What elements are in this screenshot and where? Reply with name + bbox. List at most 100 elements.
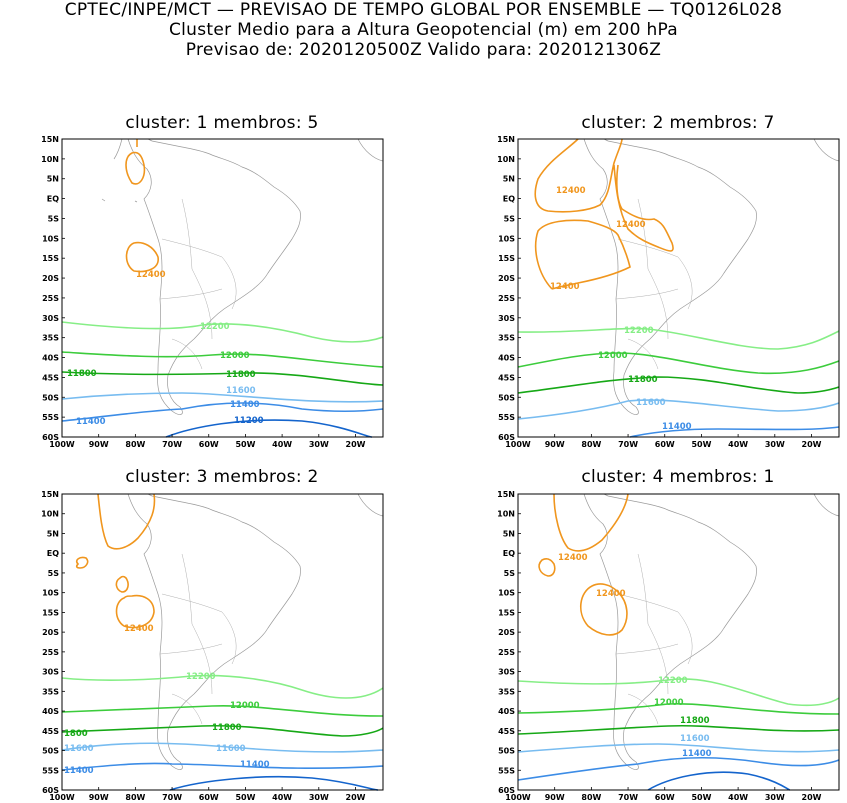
lat-tick-label: 5N: [47, 529, 59, 538]
lat-tick-label: 15N: [41, 135, 59, 144]
lat-tick-label: 5N: [47, 175, 59, 184]
country-borders: [159, 198, 237, 370]
map-panel-1: 12400 12200 12000 11800 11800 11600 1140…: [41, 135, 384, 449]
header-title: CPTEC/INPE/MCT — PREVISAO DE TEMPO GLOBA…: [64, 0, 783, 20]
map-panel-4: 12400 12400 12200 12000 11800 11600 1140…: [497, 490, 840, 802]
lon-tick-label: 50W: [235, 440, 255, 449]
contour-label: 11800: [680, 716, 710, 726]
lon-tick-label: 30W: [309, 793, 329, 802]
lat-tick-label: 25S: [498, 648, 515, 657]
lat-tick-label: 55S: [42, 766, 59, 775]
continent-outline: [127, 493, 384, 770]
continent-outline: [101, 138, 384, 415]
lon-tick-label: 90W: [89, 440, 109, 449]
lat-tick-label: 20S: [42, 274, 59, 283]
contour-labels: 12400 12400 12200 12000 11800 11600 1140…: [558, 553, 712, 759]
lon-tick-label: 40W: [728, 440, 748, 449]
panel-3-title: cluster: 3 membros: 2: [125, 467, 319, 487]
lat-tick-label: 55S: [498, 413, 515, 422]
lat-tick-label: 45S: [42, 727, 59, 736]
lat-tick-label: 60S: [42, 786, 59, 795]
lat-tick-label: 5S: [48, 569, 60, 578]
lon-tick-label: 30W: [765, 440, 785, 449]
latitude-ticks: 15N 10N 5N EQ 5S 10S 15S 20S 25S 30S 35S 40S 45S 50S 5…: [497, 490, 521, 795]
contour-label: 12000: [230, 701, 260, 711]
contour-labels: 12400 12200 12000 11800 11800 11600 1140…: [67, 270, 264, 427]
lon-tick-label: 70W: [162, 793, 182, 802]
lon-tick-label: 40W: [728, 793, 748, 802]
lon-tick-label: 20W: [346, 793, 366, 802]
lon-tick-label: 90W: [545, 440, 565, 449]
contours: [517, 493, 840, 791]
lat-tick-label: 40S: [42, 354, 59, 363]
contour-label: 11600: [636, 398, 666, 408]
longitude-ticks: 100W 90W 80W 70W 60W 50W 40W 30W 20W: [505, 787, 822, 802]
map-panel-2: 12400 12400 12400 12200 12000 11800 1160…: [497, 135, 840, 449]
lat-tick-label: 55S: [498, 766, 515, 775]
latitude-ticks: 15N 10N 5N EQ 5S 10S 15S 20S 25S 30S 35S 40S 45S 50S 5…: [41, 490, 65, 795]
lat-tick-label: 35S: [498, 687, 515, 696]
lat-tick-label: EQ: [47, 195, 59, 204]
contour-label: 12400: [616, 220, 646, 230]
header-dates: Previsao de: 2020120500Z Valido para: 20…: [185, 40, 662, 60]
lat-tick-label: 40S: [498, 707, 515, 716]
lat-tick-label: 10N: [41, 155, 59, 164]
contour-label: 11600: [226, 386, 256, 396]
contour-label: 12000: [598, 351, 628, 361]
lat-tick-label: EQ: [503, 195, 515, 204]
lon-tick-label: 90W: [545, 793, 565, 802]
header-subtitle: Cluster Medio para a Altura Geopotencial…: [168, 20, 679, 40]
lat-tick-label: 10S: [42, 589, 59, 598]
contour-label: 12400: [136, 270, 166, 280]
contour-label: 11400: [76, 417, 106, 427]
contour-labels: 12400 12200 12000 1800 11800 11600 11600…: [64, 624, 270, 776]
country-borders: [615, 198, 693, 370]
lat-tick-label: 10S: [42, 234, 59, 243]
lon-tick-label: 30W: [765, 793, 785, 802]
lon-tick-label: 20W: [802, 793, 822, 802]
contour-label: 1800: [64, 729, 88, 739]
lat-tick-label: 5S: [504, 214, 516, 223]
lat-tick-label: 45S: [42, 373, 59, 382]
longitude-ticks: 100W 90W 80W 70W 60W 50W 40W 30W 20W: [49, 787, 366, 802]
country-borders: [159, 553, 237, 725]
contour-label: 11600: [216, 744, 246, 754]
contour-label: 12400: [596, 589, 626, 599]
lat-tick-label: 55S: [42, 413, 59, 422]
lon-tick-label: 30W: [309, 440, 329, 449]
lon-tick-label: 50W: [235, 793, 255, 802]
contour-label: 11400: [662, 422, 692, 432]
lon-tick-label: 40W: [272, 440, 292, 449]
contour-label: 11800: [628, 375, 658, 385]
contour-labels: 12400 12400 12400 12200 12000 11800 1160…: [550, 186, 692, 432]
contour-label: 11400: [64, 766, 94, 776]
lat-tick-label: 45S: [498, 727, 515, 736]
lat-tick-label: 20S: [498, 274, 515, 283]
lon-tick-label: 100W: [49, 440, 75, 449]
lon-tick-label: 80W: [581, 793, 601, 802]
lat-tick-label: 50S: [42, 393, 59, 402]
lat-tick-label: 50S: [498, 393, 515, 402]
lat-tick-label: 15S: [42, 608, 59, 617]
lat-tick-label: EQ: [503, 549, 515, 558]
contour-label: 12200: [658, 676, 688, 686]
contours: [61, 493, 384, 791]
lon-tick-label: 80W: [125, 793, 145, 802]
map-panel-3: 12400 12200 12000 1800 11800 11600 11600…: [41, 490, 384, 802]
contour-label: 11800: [212, 723, 242, 733]
lat-tick-label: 10S: [498, 234, 515, 243]
lat-tick-label: 40S: [42, 707, 59, 716]
contours: [61, 139, 384, 438]
contour-label: 11400: [682, 749, 712, 759]
lat-tick-label: 60S: [42, 433, 59, 442]
lat-tick-label: 15S: [498, 254, 515, 263]
lat-tick-label: 45S: [498, 373, 515, 382]
lat-tick-label: 10N: [41, 510, 59, 519]
lat-tick-label: 30S: [42, 314, 59, 323]
continent-outline: [583, 493, 840, 770]
lon-tick-label: 60W: [199, 440, 219, 449]
lat-tick-label: 40S: [498, 354, 515, 363]
lon-tick-label: 100W: [49, 793, 75, 802]
map-frame: [61, 138, 384, 438]
longitude-ticks: 100W 90W 80W 70W 60W 50W 40W 30W 20W: [49, 434, 366, 449]
